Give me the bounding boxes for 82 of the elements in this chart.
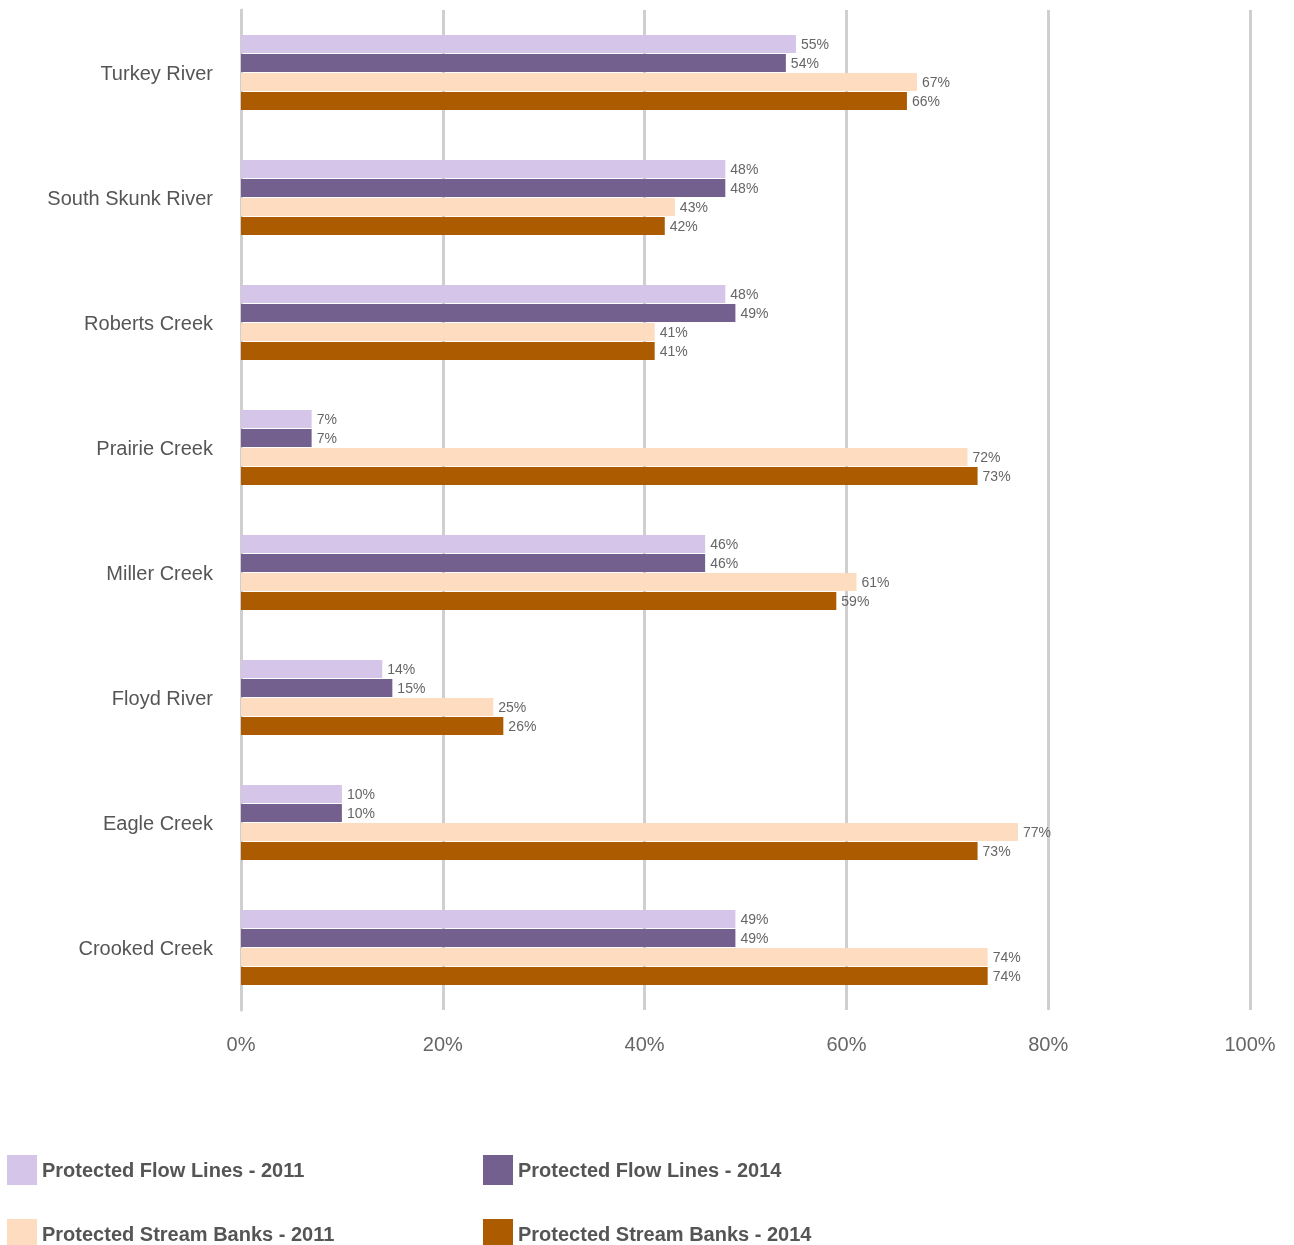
y-tick-label: Roberts Creek — [84, 311, 214, 334]
data-label: 49% — [740, 304, 769, 321]
y-tick-label: Prairie Creek — [96, 436, 214, 459]
y-tick-label: Eagle Creek — [102, 811, 214, 834]
bar — [241, 92, 907, 111]
data-label: 73% — [982, 843, 1011, 860]
data-label: 67% — [922, 74, 951, 91]
data-label: 46% — [710, 535, 739, 552]
bar — [241, 967, 988, 986]
data-label: 48% — [730, 285, 759, 302]
data-label: 49% — [740, 929, 769, 946]
bar — [241, 803, 342, 822]
data-label: 42% — [669, 218, 698, 235]
bar — [241, 284, 726, 303]
data-label: 41% — [659, 324, 688, 341]
data-label: 49% — [740, 910, 769, 927]
data-label: 72% — [972, 449, 1001, 466]
bar — [241, 303, 736, 322]
data-label: 54% — [790, 54, 819, 71]
data-label: 61% — [861, 574, 890, 591]
data-label: 59% — [841, 593, 870, 610]
data-label: 7% — [316, 410, 337, 427]
x-tick-label: 80% — [1028, 1033, 1069, 1055]
data-label: 46% — [710, 554, 739, 571]
x-tick-label: 40% — [624, 1033, 665, 1055]
data-label: 48% — [730, 179, 759, 196]
bar — [241, 73, 918, 92]
data-label: 48% — [730, 160, 759, 177]
bar — [241, 323, 655, 342]
y-tick-label: Floyd River — [111, 686, 214, 709]
bar — [241, 678, 393, 697]
bar — [241, 198, 675, 217]
y-tick-label: Miller Creek — [106, 561, 214, 584]
bar — [241, 823, 1018, 842]
bar — [241, 553, 706, 572]
legend-label: Protected Stream Banks - 2011 — [42, 1223, 335, 1245]
y-tick-label: Crooked Creek — [78, 936, 214, 959]
x-tick-label: 20% — [422, 1033, 464, 1055]
data-label: 10% — [346, 804, 375, 821]
bar — [241, 34, 796, 53]
bar — [241, 534, 706, 553]
bar — [241, 928, 736, 947]
bar — [241, 909, 736, 928]
data-label: 73% — [982, 468, 1011, 485]
data-label: 74% — [992, 949, 1021, 966]
bar — [241, 428, 312, 447]
x-tick-label: 0% — [226, 1033, 256, 1055]
bar — [241, 842, 978, 861]
bar — [241, 592, 837, 611]
data-label: 43% — [679, 199, 708, 216]
bar — [241, 448, 968, 467]
bar — [241, 342, 655, 361]
bar — [241, 53, 786, 72]
data-label: 41% — [659, 343, 688, 360]
bar — [241, 573, 857, 592]
legend-label: Protected Flow Lines - 2011 — [42, 1159, 305, 1181]
bar — [241, 698, 494, 717]
data-label: 7% — [316, 429, 337, 446]
data-label: 25% — [498, 699, 527, 716]
bar — [241, 217, 665, 236]
bar — [241, 467, 978, 486]
data-label: 15% — [397, 679, 426, 696]
data-label: 14% — [387, 660, 416, 677]
bar — [241, 659, 383, 678]
data-label: 10% — [346, 785, 375, 802]
bar — [241, 717, 504, 736]
y-tick-label: Turkey River — [100, 61, 214, 84]
data-label: 74% — [992, 968, 1021, 985]
data-label: 26% — [508, 718, 537, 735]
bar — [241, 948, 988, 967]
y-tick-label: South Skunk River — [47, 186, 214, 209]
data-label: 77% — [1022, 824, 1051, 841]
x-tick-label: 60% — [826, 1033, 867, 1055]
data-label: 55% — [800, 35, 829, 52]
bar — [241, 159, 726, 178]
bar — [241, 784, 342, 803]
bar — [241, 178, 726, 197]
x-tick-label: 100% — [1224, 1033, 1276, 1055]
data-label: 66% — [911, 93, 940, 110]
legend-label: Protected Stream Banks - 2014 — [518, 1223, 813, 1245]
legend-label: Protected Flow Lines - 2014 — [518, 1159, 783, 1181]
bar — [241, 409, 312, 428]
